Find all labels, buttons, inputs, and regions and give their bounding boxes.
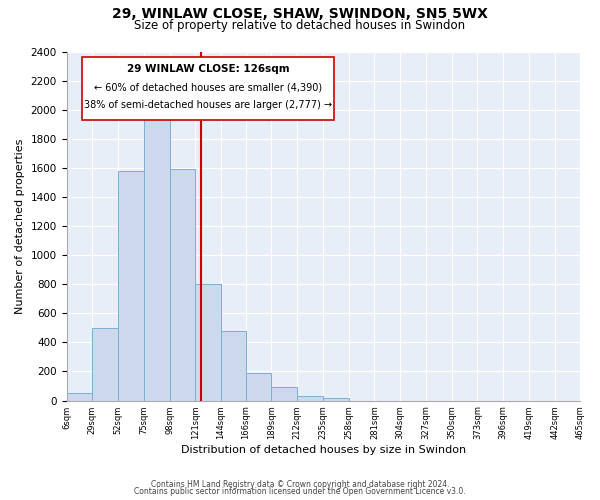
Text: Size of property relative to detached houses in Swindon: Size of property relative to detached ho… [134, 19, 466, 32]
X-axis label: Distribution of detached houses by size in Swindon: Distribution of detached houses by size … [181, 445, 466, 455]
Text: ← 60% of detached houses are smaller (4,390): ← 60% of detached houses are smaller (4,… [94, 83, 322, 93]
Bar [92, 328, 118, 400]
FancyBboxPatch shape [82, 56, 334, 120]
Text: 29, WINLAW CLOSE, SHAW, SWINDON, SN5 5WX: 29, WINLAW CLOSE, SHAW, SWINDON, SN5 5WX [112, 8, 488, 22]
Bar [170, 170, 196, 400]
Bar [118, 172, 144, 400]
Bar [297, 396, 323, 400]
Text: 29 WINLAW CLOSE: 126sqm: 29 WINLAW CLOSE: 126sqm [127, 64, 289, 74]
Bar [221, 331, 245, 400]
Bar [144, 117, 170, 401]
Text: 38% of semi-detached houses are larger (2,777) →: 38% of semi-detached houses are larger (… [84, 100, 332, 110]
Bar [271, 388, 297, 400]
Text: Contains HM Land Registry data © Crown copyright and database right 2024.: Contains HM Land Registry data © Crown c… [151, 480, 449, 489]
Bar [323, 398, 349, 400]
Y-axis label: Number of detached properties: Number of detached properties [15, 138, 25, 314]
Text: Contains public sector information licensed under the Open Government Licence v3: Contains public sector information licen… [134, 487, 466, 496]
Bar [67, 394, 92, 400]
Bar [196, 284, 221, 401]
Bar [245, 373, 271, 400]
